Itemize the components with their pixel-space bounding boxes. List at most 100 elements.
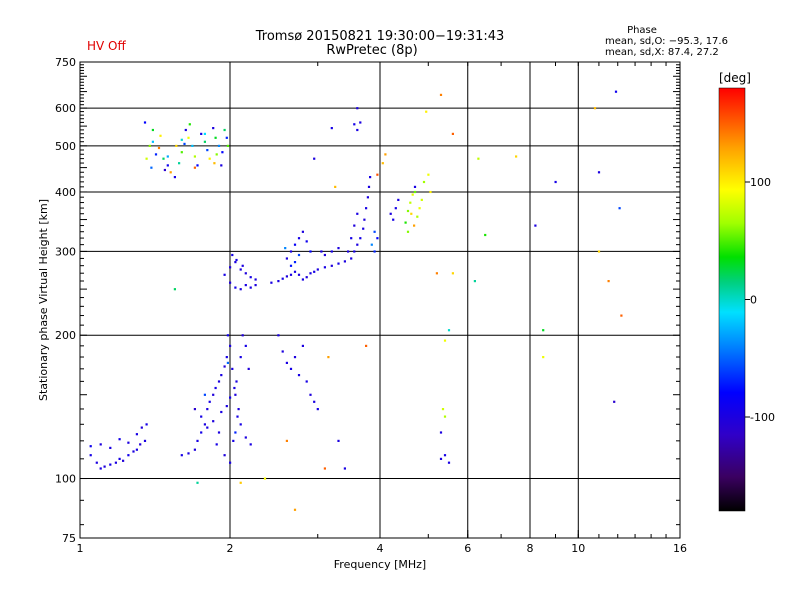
- data-point: [425, 110, 428, 113]
- data-point: [163, 168, 166, 172]
- data-point: [226, 144, 229, 147]
- data-point: [439, 431, 443, 434]
- data-point: [614, 90, 618, 93]
- data-point: [139, 443, 142, 446]
- data-point: [254, 278, 257, 281]
- data-point: [334, 185, 337, 188]
- x-axis-ticks: 1 2 4 6 8 10 16: [77, 62, 687, 555]
- data-point: [148, 144, 151, 147]
- data-point: [166, 164, 169, 167]
- data-point: [229, 281, 232, 284]
- data-point: [221, 151, 224, 154]
- data-point: [337, 247, 340, 250]
- data-point: [239, 356, 242, 359]
- x-tick-label: 1: [77, 542, 84, 555]
- data-point: [597, 250, 601, 253]
- data-point: [447, 461, 451, 464]
- data-point: [200, 132, 203, 135]
- data-point: [140, 426, 143, 429]
- data-point: [178, 162, 181, 165]
- data-point: [356, 128, 359, 132]
- data-point: [365, 344, 368, 347]
- data-point: [214, 386, 217, 390]
- data-point: [220, 410, 223, 414]
- data-point: [225, 136, 228, 139]
- data-point: [99, 467, 102, 470]
- data-point: [363, 218, 366, 221]
- data-point: [343, 260, 346, 263]
- data-point: [301, 278, 304, 281]
- data-point: [214, 136, 217, 139]
- data-point: [184, 128, 187, 132]
- data-point: [118, 457, 121, 460]
- y-axis-ticks: 75 100 200 300 400 500 600 750: [55, 56, 680, 545]
- data-point: [229, 461, 232, 464]
- data-point: [313, 157, 316, 160]
- data-point: [263, 477, 267, 480]
- data-point: [301, 344, 304, 347]
- data-point: [309, 250, 312, 253]
- data-point: [143, 439, 147, 442]
- data-point: [297, 253, 301, 257]
- data-point: [239, 288, 242, 291]
- data-point: [285, 439, 288, 442]
- hv-status-label: HV Off: [87, 39, 126, 53]
- data-point: [404, 221, 407, 224]
- data-point: [366, 196, 369, 199]
- data-point: [284, 247, 287, 250]
- data-point: [389, 212, 392, 215]
- data-point: [406, 230, 410, 233]
- data-point: [135, 448, 138, 451]
- data-point: [620, 314, 623, 317]
- colorbar-tick-label: 0: [750, 294, 757, 307]
- data-point: [289, 273, 293, 276]
- data-point: [154, 153, 158, 156]
- data-point: [220, 374, 223, 377]
- data-point: [376, 237, 379, 240]
- data-point: [254, 284, 257, 287]
- data-point: [241, 264, 244, 267]
- data-point: [223, 273, 226, 276]
- data-point: [343, 467, 346, 470]
- data-point: [447, 329, 451, 332]
- data-point: [249, 276, 252, 279]
- data-point: [249, 286, 252, 289]
- data-point: [203, 423, 206, 426]
- data-point: [542, 356, 545, 359]
- data-point: [316, 268, 319, 271]
- y-tick-label: 75: [62, 532, 76, 545]
- data-point: [203, 393, 206, 396]
- data-point: [217, 431, 221, 434]
- data-point: [151, 128, 154, 132]
- data-point: [337, 439, 340, 442]
- data-point: [420, 198, 423, 201]
- data-point: [208, 157, 211, 160]
- data-point: [443, 339, 447, 342]
- data-point: [95, 461, 98, 464]
- data-point: [231, 367, 234, 370]
- data-point: [270, 281, 273, 284]
- data-point: [236, 415, 239, 418]
- data-point: [384, 153, 387, 156]
- data-point: [427, 173, 430, 176]
- data-point: [122, 459, 125, 462]
- data-point: [416, 215, 419, 218]
- data-point: [597, 171, 601, 174]
- data-point: [441, 408, 445, 411]
- data-point: [473, 280, 476, 283]
- data-point: [206, 426, 209, 429]
- data-point: [323, 266, 326, 269]
- data-point: [229, 266, 232, 269]
- data-point: [277, 334, 280, 337]
- phase-stats-x: mean, sd,X: 87.4, 27.2: [605, 47, 719, 58]
- data-point: [247, 367, 250, 370]
- y-tick-label: 400: [55, 186, 76, 199]
- data-point: [422, 180, 426, 184]
- x-tick-label: 4: [377, 542, 384, 555]
- data-point: [347, 250, 350, 253]
- data-point: [193, 408, 196, 411]
- data-point: [206, 149, 209, 152]
- data-point: [392, 218, 395, 221]
- data-point: [413, 190, 417, 194]
- data-point: [301, 230, 304, 233]
